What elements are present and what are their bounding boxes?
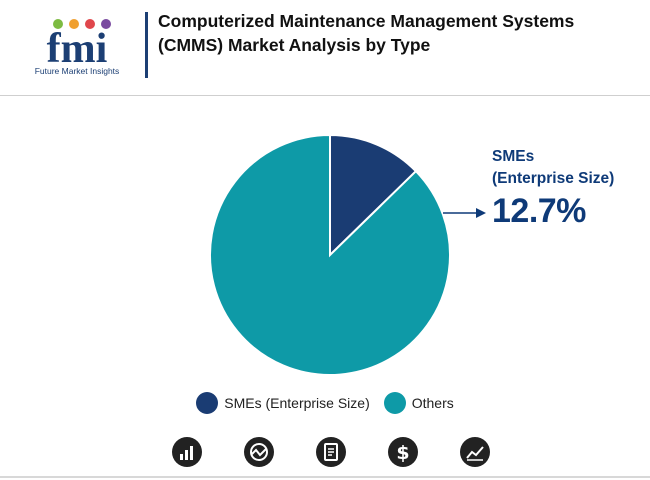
page-title: Computerized Maintenance Management Syst… <box>158 11 575 55</box>
chart-analysis-icon <box>244 437 274 467</box>
line-trend-icon <box>460 437 490 467</box>
callout-label: SMEs (Enterprise Size) <box>492 146 642 190</box>
pie-slice-others <box>209 133 451 376</box>
header-divider <box>0 95 650 96</box>
pie-slice-smes-enterprise-size <box>329 133 418 258</box>
callout-label-line1: SMEs <box>492 148 535 165</box>
legend-label-others: Others <box>411 395 454 411</box>
footer-icons: $ <box>170 437 490 469</box>
pie-slices <box>209 133 451 376</box>
dollar-icon: $ <box>388 437 418 467</box>
report-document-icon <box>316 437 346 467</box>
fmi-logo: fmi Future Market Insights <box>22 10 132 78</box>
pie-chart <box>209 133 486 376</box>
legend: SMEs (Enterprise Size) Others <box>0 392 650 414</box>
svg-text:$: $ <box>396 442 409 464</box>
legend-item-smes: SMEs (Enterprise Size) <box>196 392 370 414</box>
logo-caption: Future Market Insights <box>34 66 120 76</box>
legend-swatch-others <box>383 392 406 414</box>
callout-label-line2: (Enterprise Size) <box>492 170 615 187</box>
header: fmi Future Market Insights Computerized … <box>0 0 650 95</box>
logo-mark: fmi <box>47 19 111 66</box>
bottom-divider <box>0 476 650 478</box>
legend-label-smes: SMEs (Enterprise Size) <box>224 395 370 411</box>
title-accent-bar <box>145 12 148 78</box>
legend-item-others: Others <box>383 392 454 414</box>
bar-chart-icon <box>172 437 202 467</box>
callout-value: 12.7% <box>492 192 586 230</box>
logo-letters-text: fmi <box>47 26 108 66</box>
legend-swatch-smes <box>196 392 219 414</box>
callout-arrow <box>443 208 486 218</box>
callout-arrowhead <box>476 208 486 218</box>
